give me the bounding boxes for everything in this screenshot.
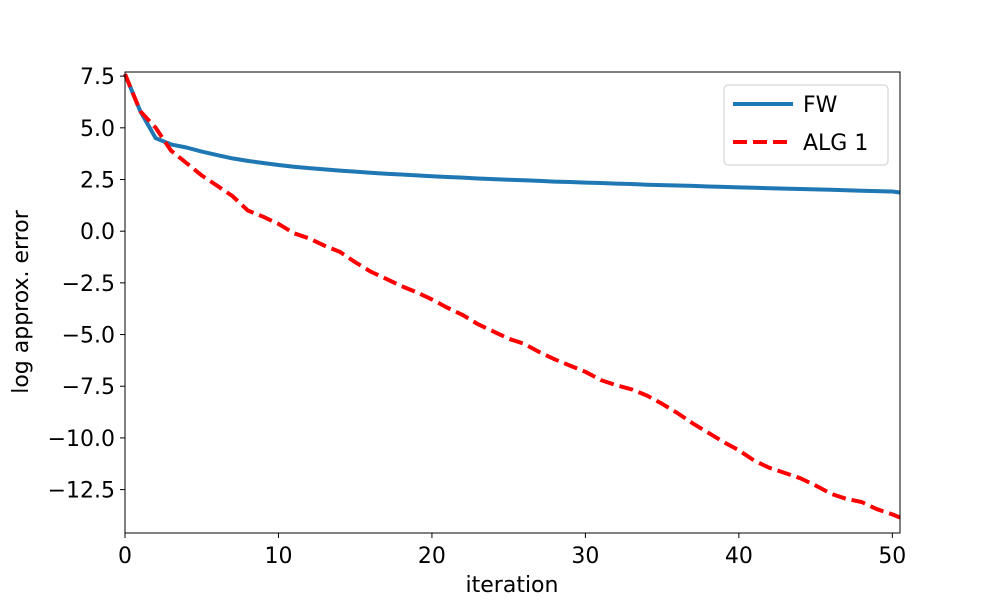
y-tick-label: 0.0 bbox=[80, 220, 115, 245]
y-axis: 7.5 5.0 2.5 0.0 −2.5 −5.0 −7.5 −10.0 −12.5 bbox=[48, 65, 125, 504]
x-axis: 0 10 20 30 40 50 bbox=[118, 533, 906, 569]
y-tick-label: −2.5 bbox=[62, 272, 115, 297]
y-tick-label: −12.5 bbox=[48, 479, 115, 504]
series-lines bbox=[123, 73, 901, 520]
x-tick-label: 30 bbox=[571, 544, 599, 569]
y-tick-label: 7.5 bbox=[80, 65, 115, 90]
legend-label-alg1: ALG 1 bbox=[803, 131, 868, 156]
series-line-alg-1 bbox=[123, 73, 901, 520]
x-tick-label: 0 bbox=[118, 544, 132, 569]
plot-frame bbox=[124, 71, 901, 534]
x-tick-label: 20 bbox=[418, 544, 446, 569]
x-tick-label: 10 bbox=[264, 544, 292, 569]
y-tick-label: 5.0 bbox=[80, 117, 115, 142]
x-tick-label: 50 bbox=[878, 544, 906, 569]
legend: FW ALG 1 bbox=[723, 84, 889, 166]
y-tick-label: 2.5 bbox=[80, 168, 115, 193]
legend-label-fw: FW bbox=[803, 93, 838, 118]
y-axis-label: log approx. error bbox=[9, 209, 34, 394]
y-tick-label: −10.0 bbox=[48, 427, 115, 452]
series-line-fw bbox=[123, 73, 901, 195]
x-axis-label: iteration bbox=[466, 573, 559, 598]
x-tick-label: 40 bbox=[725, 544, 753, 569]
y-tick-label: −7.5 bbox=[62, 375, 115, 400]
y-tick-label: −5.0 bbox=[62, 324, 115, 349]
